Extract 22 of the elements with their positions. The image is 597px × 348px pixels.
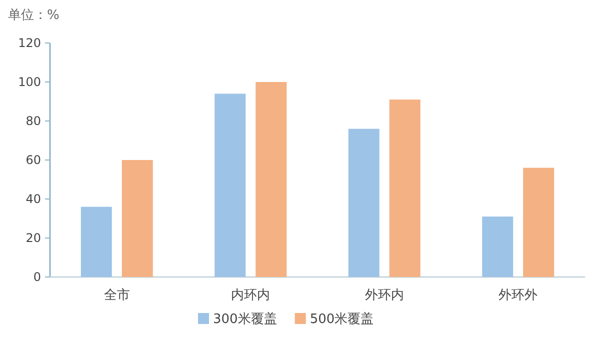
y-axis-title: 单位：%	[8, 8, 60, 23]
bar	[80, 206, 112, 277]
legend-label: 300米覆盖	[213, 311, 277, 327]
y-tick-label: 40	[26, 192, 41, 206]
bar	[389, 100, 420, 277]
y-tick-label: 120	[18, 36, 41, 50]
bar	[214, 94, 246, 277]
y-tick-label: 60	[26, 153, 41, 167]
x-tick-label: 内环内	[231, 288, 270, 303]
x-tick-label: 外环外	[498, 288, 538, 303]
y-tick-label: 100	[18, 75, 41, 89]
y-tick-label: 20	[26, 231, 41, 245]
bar	[482, 216, 514, 277]
legend-label: 500米覆盖	[310, 311, 374, 327]
x-tick-label: 全市	[104, 288, 130, 303]
bar	[348, 128, 380, 277]
x-tick-label: 外环内	[364, 288, 404, 303]
bar	[523, 168, 554, 277]
bar	[122, 160, 153, 277]
bar	[256, 82, 287, 277]
y-tick-label: 80	[26, 114, 41, 128]
y-tick-label: 0	[33, 270, 41, 284]
